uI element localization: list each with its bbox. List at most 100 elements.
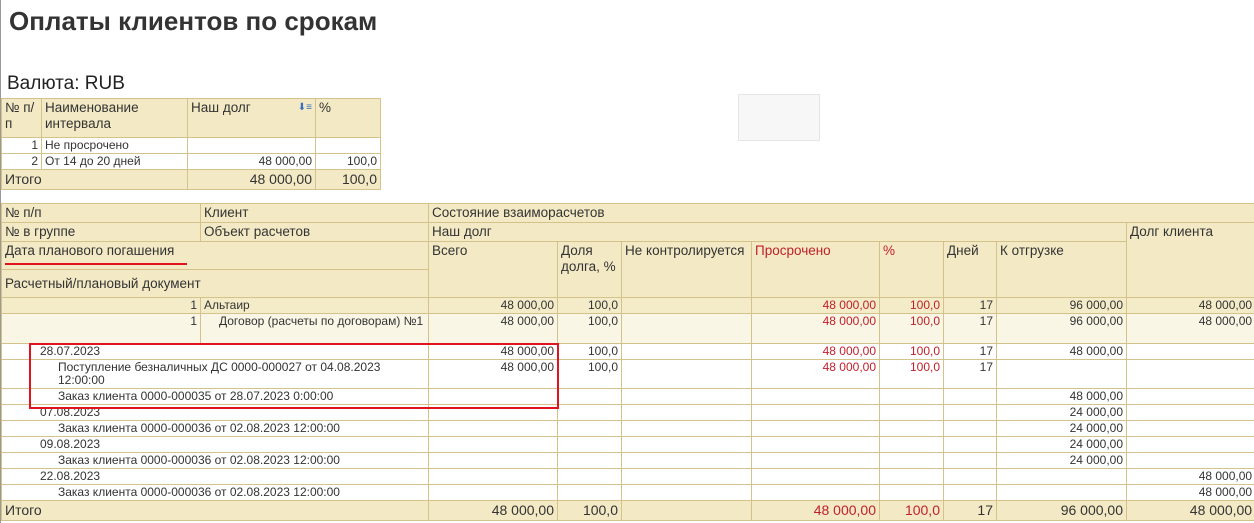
main-total-label: Итого — [1, 500, 429, 521]
planned-date: 07.08.2023 — [1, 404, 429, 421]
main-report-table: № п/п Клиент Состояние взаиморасчетов № … — [1, 203, 1254, 521]
overdue-pct — [879, 420, 944, 437]
overdue-pct — [879, 436, 944, 453]
uncontrolled — [621, 436, 752, 453]
total — [428, 404, 558, 421]
interval-name: Не просрочено — [41, 137, 188, 154]
overdue — [751, 468, 880, 485]
header-date: Дата планового погашения — [1, 241, 429, 270]
table-row-date[interactable]: 22.08.2023 48 000,00 — [1, 468, 1254, 485]
settlement-object: Договор (расчеты по договорам) №1 — [200, 313, 429, 344]
header-group-num: № в группе — [1, 222, 201, 242]
days — [943, 484, 997, 501]
to-ship — [996, 359, 1127, 389]
header-num: № п/п — [1, 203, 201, 223]
days — [943, 404, 997, 421]
overdue-pct — [879, 404, 944, 421]
uncontrolled — [621, 404, 752, 421]
sort-desc-icon[interactable]: ⬇≡ — [297, 102, 312, 113]
overdue: 48 000,00 — [751, 343, 880, 360]
client-debt — [1125, 452, 1254, 469]
total — [428, 420, 558, 437]
client-debt — [1125, 343, 1254, 360]
header-document: Расчетный/плановый документ — [1, 269, 429, 298]
total — [428, 436, 558, 453]
header-settlement-state: Состояние взаиморасчетов — [427, 203, 1254, 223]
uncontrolled — [621, 313, 752, 344]
total: 48 000,00 — [428, 313, 558, 344]
table-row-object[interactable]: 1 Договор (расчеты по договорам) №1 48 000… — [1, 313, 1254, 344]
overdue-pct: 100,0 — [879, 297, 944, 314]
client-debt — [1125, 420, 1254, 437]
client-debt — [1125, 388, 1254, 405]
uncontrolled — [621, 452, 752, 469]
uncontrolled — [621, 484, 752, 501]
table-row-date[interactable]: 07.08.2023 24 000,00 — [1, 404, 1254, 421]
header-uncontrolled: Не контролируется — [621, 241, 752, 298]
overdue-pct: 100,0 — [879, 359, 944, 389]
days — [943, 436, 997, 453]
table-row-doc[interactable]: Заказ клиента 0000-000035 от 28.07.2023 … — [1, 388, 1254, 405]
overdue — [751, 388, 880, 405]
header-interval: Наименование интервала — [41, 98, 188, 138]
overdue-pct — [879, 452, 944, 469]
debt-pct — [315, 137, 381, 154]
header-share: Доля долга, % — [557, 241, 622, 298]
share: 100,0 — [557, 297, 622, 314]
table-row-doc[interactable]: Поступление безналичных ДС 0000-000027 о… — [1, 359, 1254, 389]
our-debt — [187, 137, 316, 154]
to-ship: 96 000,00 — [996, 297, 1127, 314]
days — [943, 468, 997, 485]
days: 17 — [943, 313, 997, 344]
header-total: Всего — [428, 241, 558, 298]
header-overdue-pct: % — [879, 241, 944, 298]
table-row-client[interactable]: 1 Альтаир 48 000,00 100,0 48 000,00 100,0 17 96… — [1, 297, 1254, 314]
header-our-debt[interactable]: Наш долг ⬇≡ — [187, 98, 316, 138]
row-num: 1 — [1, 297, 201, 314]
client-name: Альтаир — [200, 297, 429, 314]
table-row-date[interactable]: 09.08.2023 24 000,00 — [1, 436, 1254, 453]
summary-row[interactable]: 2 От 14 до 20 дней 48 000,00 100,0 — [1, 153, 381, 170]
main-total-uncontrolled — [621, 500, 752, 521]
to-ship — [996, 484, 1127, 501]
days — [943, 388, 997, 405]
client-debt: 48 000,00 — [1125, 484, 1254, 501]
main-total-to-ship: 96 000,00 — [996, 500, 1127, 521]
table-row-doc[interactable]: Заказ клиента 0000-000036 от 02.08.2023 … — [1, 452, 1254, 469]
row-num: 1 — [1, 137, 42, 154]
share — [557, 388, 622, 405]
share: 100,0 — [557, 343, 622, 360]
days — [943, 452, 997, 469]
empty-placeholder-box — [738, 94, 820, 141]
overdue-pct: 100,0 — [879, 313, 944, 344]
share: 100,0 — [557, 313, 622, 344]
days: 17 — [943, 297, 997, 314]
document-name: Заказ клиента 0000-000036 от 02.08.2023 … — [1, 452, 429, 469]
share: 100,0 — [557, 359, 622, 389]
main-total-overdue: 48 000,00 — [751, 500, 880, 521]
table-row-doc[interactable]: Заказ клиента 0000-000036 от 02.08.2023 … — [1, 420, 1254, 437]
client-debt: 48 000,00 — [1125, 297, 1254, 314]
to-ship: 96 000,00 — [996, 313, 1127, 344]
our-debt: 48 000,00 — [187, 153, 316, 170]
to-ship: 48 000,00 — [996, 343, 1127, 360]
document-name: Поступление безналичных ДС 0000-000027 о… — [1, 359, 429, 389]
table-row-doc[interactable]: Заказ клиента 0000-000036 от 02.08.2023 … — [1, 484, 1254, 501]
red-underline-annotation — [5, 263, 187, 265]
planned-date: 22.08.2023 — [1, 468, 429, 485]
table-row-date[interactable]: 28.07.2023 48 000,00 100,0 48 000,00 100,0 17… — [1, 343, 1254, 360]
to-ship — [996, 468, 1127, 485]
overdue — [751, 452, 880, 469]
client-debt — [1125, 404, 1254, 421]
overdue — [751, 436, 880, 453]
overdue-pct — [879, 388, 944, 405]
header-pct: % — [315, 98, 381, 138]
share — [557, 436, 622, 453]
share — [557, 468, 622, 485]
total: 48 000,00 — [428, 359, 558, 389]
summary-total-debt: 48 000,00 — [187, 169, 316, 190]
row-num: 1 — [1, 313, 201, 344]
overdue — [751, 404, 880, 421]
summary-row[interactable]: 1 Не просрочено — [1, 137, 381, 154]
total: 48 000,00 — [428, 343, 558, 360]
